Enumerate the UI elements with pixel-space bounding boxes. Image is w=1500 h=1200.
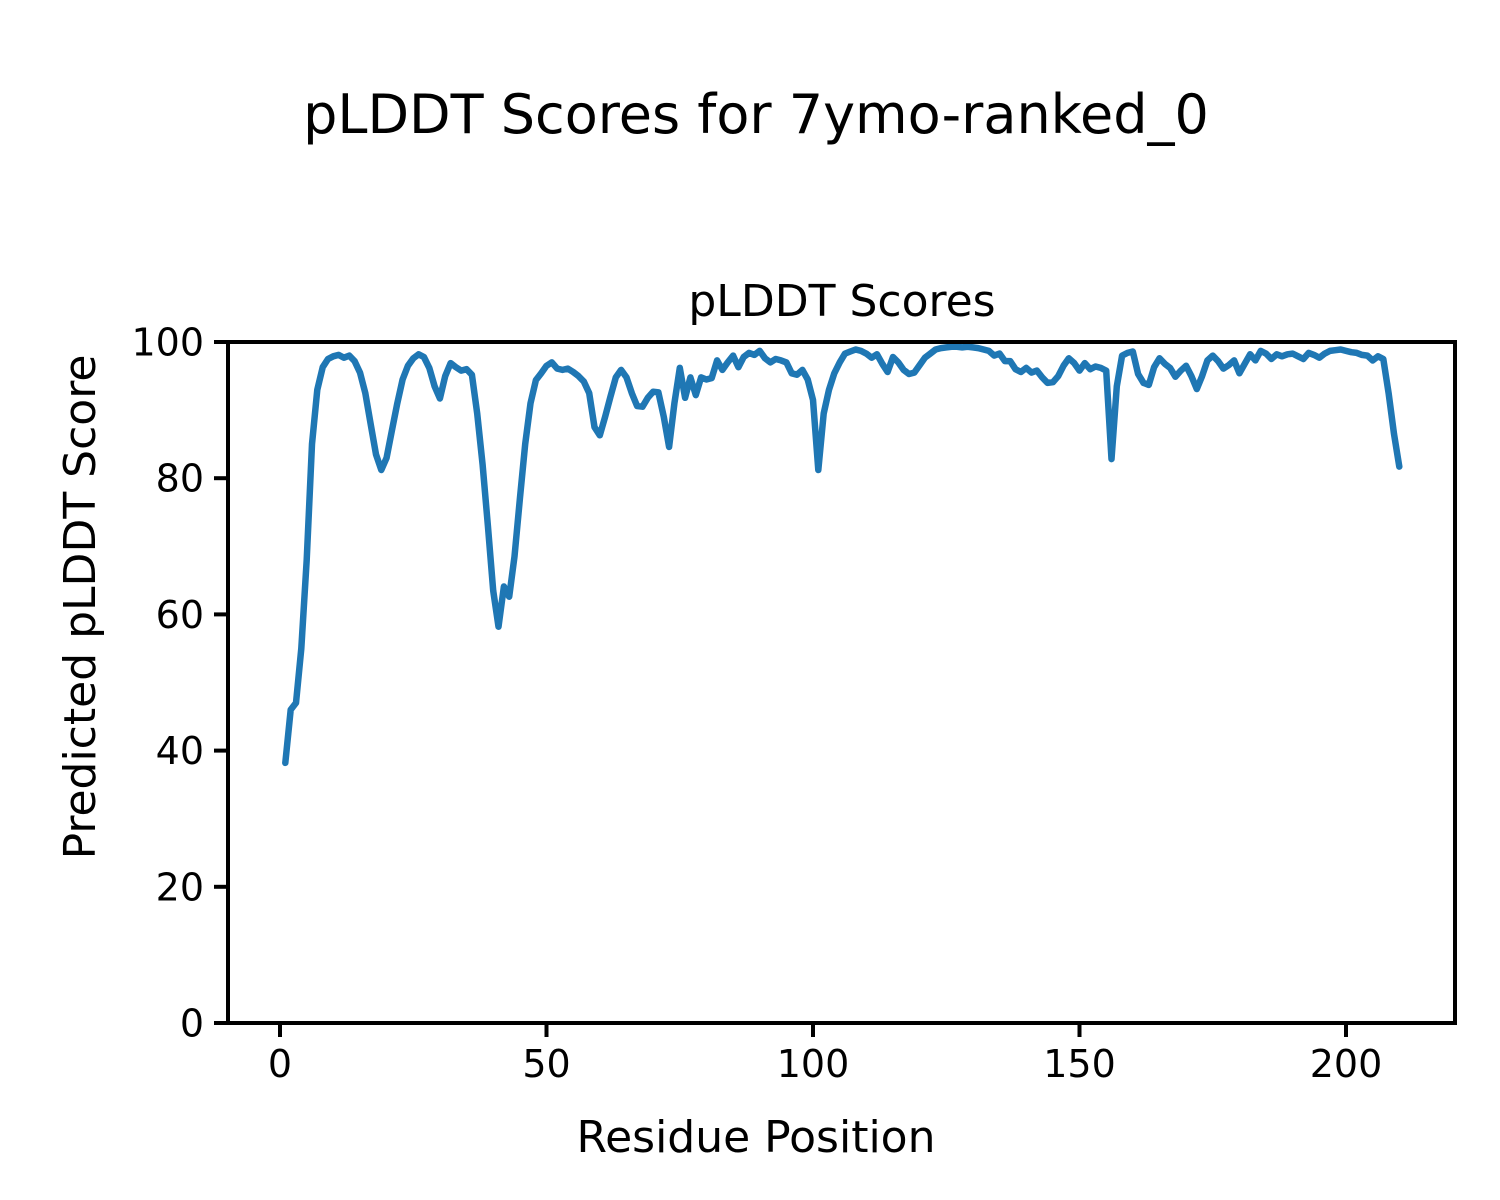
x-tick-label: 150 — [1043, 1042, 1116, 1086]
y-tick-label: 60 — [156, 593, 204, 637]
y-tick-label: 80 — [156, 457, 204, 501]
figure-title: pLDDT Scores for 7ymo-ranked_0 — [303, 83, 1209, 146]
x-tick-label: 50 — [522, 1042, 570, 1086]
y-tick-label: 100 — [131, 321, 204, 365]
plddt-series-line — [282, 343, 1403, 767]
axes-spines — [226, 340, 1457, 1025]
axes-title: pLDDT Scores — [688, 276, 995, 327]
x-tick-label: 200 — [1310, 1042, 1383, 1086]
y-tick-label: 0 — [180, 1002, 204, 1046]
x-tick-label: 100 — [777, 1042, 850, 1086]
y-axis-label: Predicted pLDDT Score — [55, 355, 106, 860]
y-tick-label: 40 — [156, 729, 204, 773]
x-tick-label: 0 — [268, 1042, 292, 1086]
y-tick-label: 20 — [156, 865, 204, 909]
axis-ticks: 0 50 100 150 200 0 20 40 60 80 100 — [131, 321, 1382, 1087]
x-axis-label: Residue Position — [576, 1112, 935, 1163]
